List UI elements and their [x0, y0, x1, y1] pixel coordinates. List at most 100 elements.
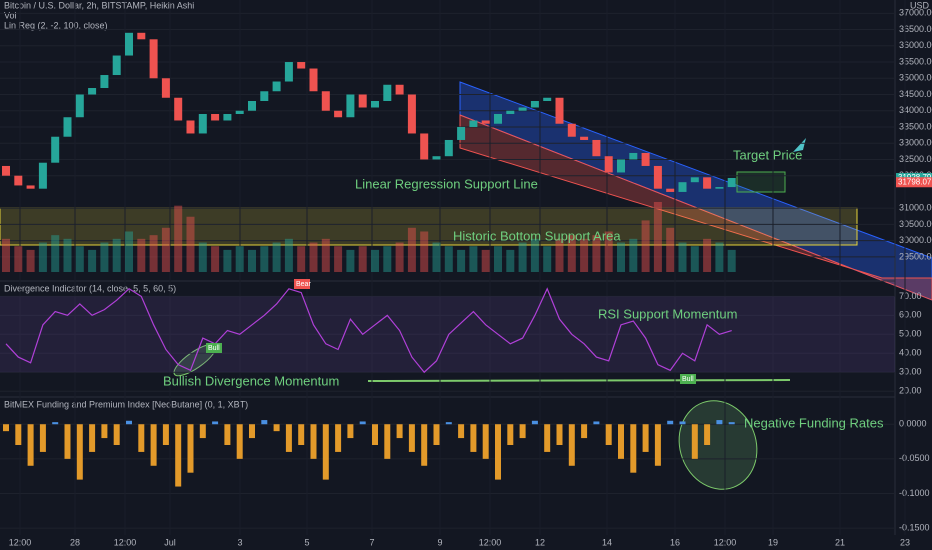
y-tick-label: 70.00 [899, 291, 922, 301]
candle [186, 120, 195, 134]
funding-bar [150, 424, 157, 466]
x-tick-label: 12:00 [114, 537, 137, 547]
volume-bar [444, 246, 453, 272]
volume-bar [530, 238, 539, 272]
volume-bar [653, 202, 662, 272]
volume-bar [198, 242, 207, 272]
volume-bar [161, 227, 170, 272]
rocket [793, 138, 806, 152]
volume-bar [112, 238, 121, 272]
candle [260, 91, 269, 102]
volume-bar [580, 238, 589, 272]
support-area [0, 207, 858, 246]
candle [543, 97, 552, 102]
funding-bar [482, 424, 489, 459]
candle [149, 39, 158, 79]
candle [174, 97, 183, 121]
volume-bar [592, 235, 601, 272]
annotation: Linear Regression Support Line [355, 176, 538, 191]
volume-bar [272, 242, 281, 272]
y-tick-label: 20.00 [899, 386, 922, 396]
volume-bar [125, 231, 133, 272]
funding-bar [162, 424, 169, 445]
candle [371, 101, 379, 108]
y-tick-label: 30500.00 [899, 219, 932, 229]
volume-bar [321, 238, 330, 272]
volume-bar [567, 235, 576, 272]
volume-bar [690, 246, 699, 272]
volume-bar [149, 235, 158, 272]
rsi-band [0, 296, 895, 373]
funding-bar [544, 424, 551, 452]
candle [297, 62, 306, 69]
y-tick-label: 33000.00 [899, 138, 932, 148]
candle [469, 120, 478, 127]
y-tick-label: 31000.00 [899, 203, 932, 213]
funding-bar [421, 424, 428, 466]
funding-title: BitMEX Funding and Premium Index [NeoBut… [4, 399, 248, 409]
funding-bar [64, 424, 71, 459]
volume-bar [100, 242, 109, 272]
y-tick-label: 60.00 [899, 310, 922, 320]
funding-bar [27, 424, 34, 466]
funding-bar [261, 420, 268, 425]
candle [211, 113, 220, 121]
candle [309, 68, 318, 92]
funding-bar [273, 424, 280, 432]
volume-bar [457, 249, 466, 272]
funding-bar [285, 424, 292, 452]
annotation: Negative Funding Rates [744, 415, 884, 430]
candle [198, 113, 207, 134]
funding-bar [704, 424, 711, 445]
volume-bar [481, 249, 490, 272]
candle [715, 187, 724, 189]
volume-bar [260, 246, 269, 272]
x-tick-label: 16 [670, 537, 680, 547]
annotation: RSI Support Momentum [598, 306, 737, 321]
candle [346, 94, 355, 118]
x-tick-label: 9 [437, 537, 442, 547]
candle [678, 182, 687, 192]
price-label-box [896, 177, 932, 188]
funding-bar [298, 424, 305, 445]
candle [407, 94, 416, 134]
volume-bar [211, 246, 220, 272]
candle [592, 139, 601, 157]
volume-bar [2, 238, 10, 272]
candle [567, 123, 576, 137]
funding-bar [126, 420, 132, 425]
funding-bar [39, 424, 46, 452]
annotation: Bullish Divergence Momentum [163, 373, 339, 388]
funding-bar [716, 420, 723, 425]
funding-bar [519, 424, 526, 439]
candle [395, 84, 404, 95]
funding-bar [322, 424, 329, 480]
funding-bar [175, 424, 182, 487]
candle [629, 152, 638, 160]
candle [481, 120, 490, 124]
x-tick-label: 12:00 [9, 537, 32, 547]
volume-bar [235, 246, 244, 272]
funding-bar [249, 424, 255, 439]
support-line [367, 379, 791, 382]
funding-bar [310, 424, 317, 459]
volume-bar [358, 246, 367, 272]
funding-bar [199, 424, 206, 439]
candle [494, 113, 502, 124]
volume-bar [284, 238, 293, 272]
candle [666, 188, 675, 192]
candle [38, 162, 47, 189]
volume-bar [75, 246, 84, 272]
funding-bar [89, 424, 96, 452]
volume-bar [629, 238, 638, 272]
y-tick-label: 29500.00 [899, 251, 932, 261]
volume-bar [383, 246, 392, 272]
volume-bar [14, 246, 23, 272]
volume-bar [26, 249, 35, 272]
y-tick-label: 35000.00 [899, 73, 932, 83]
candle [112, 55, 121, 76]
volume-bar [137, 238, 146, 272]
x-tick-label: 12 [535, 537, 545, 547]
tag-box [294, 279, 310, 289]
